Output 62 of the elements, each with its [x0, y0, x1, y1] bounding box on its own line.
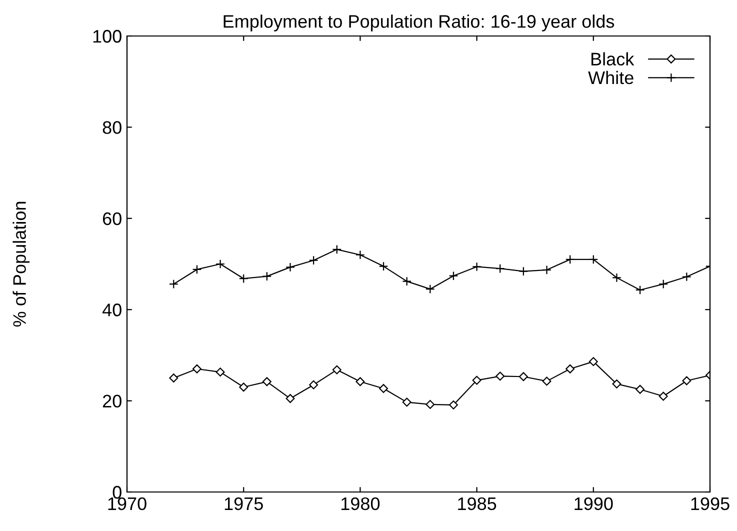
- point: [192, 364, 202, 374]
- point: [518, 266, 528, 276]
- point: [448, 400, 458, 410]
- legend-label: Black: [591, 52, 634, 66]
- point: [518, 372, 528, 382]
- point: [332, 244, 342, 254]
- point: [472, 262, 482, 272]
- point: [286, 262, 295, 272]
- point: [402, 398, 412, 407]
- y-axis-title: % of Population: [12, 202, 30, 327]
- x-tick-label: 1980: [341, 497, 380, 510]
- point: [448, 271, 458, 281]
- y-tick-label: 0: [112, 486, 122, 499]
- y-tick-label: 80: [102, 121, 122, 134]
- point: [682, 376, 692, 386]
- chart-title: Employment to Population Ratio: 16-19 year olds: [224, 14, 614, 32]
- point: [636, 384, 645, 394]
- point: [566, 364, 575, 374]
- point: [682, 272, 692, 282]
- x-tick-label: 1975: [224, 497, 263, 510]
- point: [238, 274, 248, 284]
- point: [425, 284, 435, 294]
- point: [379, 384, 388, 393]
- x-tick-label: 1970: [108, 497, 146, 510]
- point: [216, 259, 225, 269]
- point: [402, 276, 412, 286]
- point: [262, 377, 272, 386]
- point: [495, 264, 505, 274]
- point: [588, 254, 598, 264]
- point: [216, 368, 225, 377]
- y-tick-label: 100: [93, 30, 122, 43]
- point: [355, 250, 365, 260]
- point: [356, 377, 365, 386]
- point: [239, 382, 248, 392]
- point: [565, 254, 575, 264]
- point: [658, 279, 668, 289]
- point: [308, 256, 318, 266]
- point: [262, 272, 272, 282]
- point: [168, 279, 178, 289]
- point: [612, 272, 622, 282]
- point: [542, 376, 552, 386]
- point: [542, 265, 552, 275]
- point: [192, 264, 202, 274]
- point: [378, 262, 388, 271]
- point: [612, 379, 622, 388]
- point: [169, 374, 178, 382]
- point: [658, 392, 668, 401]
- point: [472, 376, 482, 385]
- x-tick-label: 1995: [691, 497, 730, 510]
- legend-label: White: [588, 70, 634, 84]
- y-tick-label: 20: [102, 394, 122, 408]
- point: [635, 285, 645, 295]
- x-tick-label: 1990: [574, 497, 613, 510]
- point: [309, 380, 318, 390]
- x-tick-label: 1985: [458, 497, 496, 510]
- point: [286, 394, 295, 404]
- y-tick-label: 40: [102, 304, 122, 316]
- point: [332, 365, 342, 374]
- point: [588, 357, 598, 366]
- y-tick-label: 60: [102, 212, 122, 226]
- point: [426, 400, 435, 409]
- point: [496, 372, 505, 381]
